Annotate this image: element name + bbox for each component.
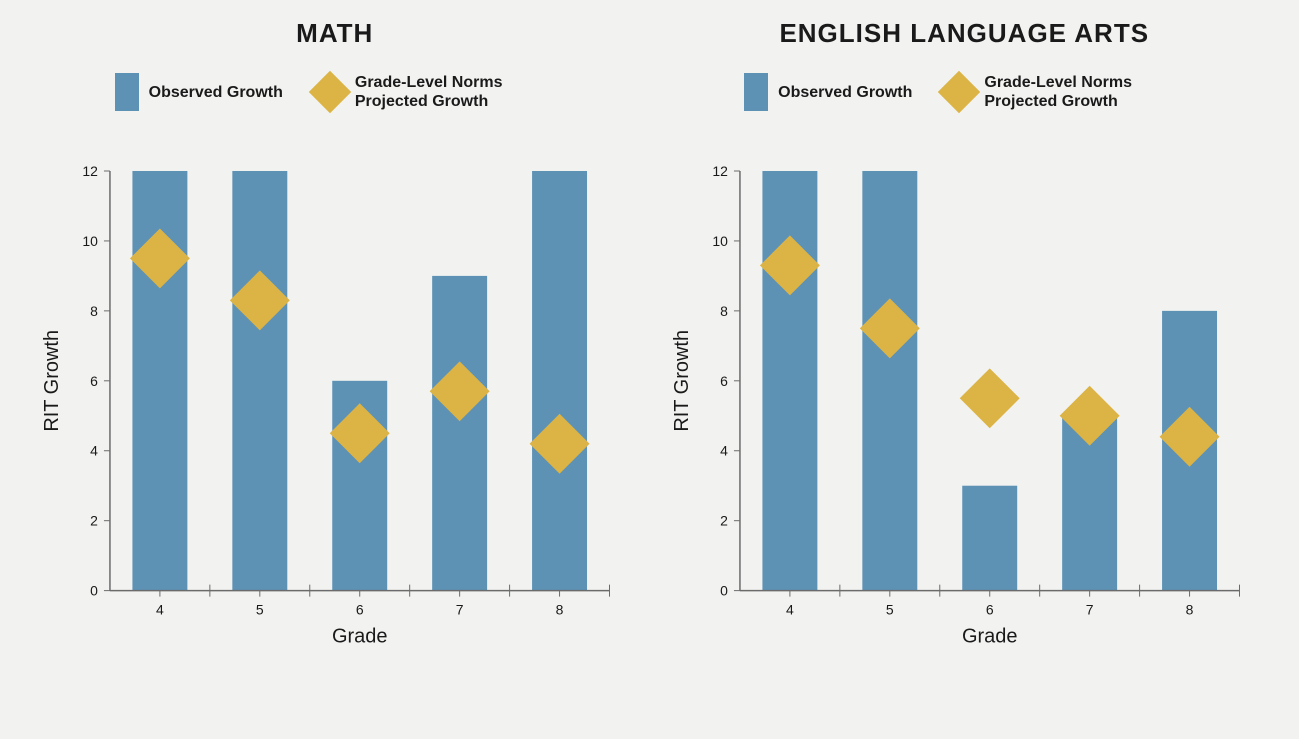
legend-projected: Grade-Level Norms Projected Growth xyxy=(315,73,555,111)
y-tick-label: 2 xyxy=(90,513,98,529)
y-axis-label: RIT Growth xyxy=(670,330,692,432)
x-tick-label: 4 xyxy=(156,602,164,618)
y-axis-label: RIT Growth xyxy=(41,330,63,432)
observed-bar xyxy=(432,276,487,591)
y-tick-label: 8 xyxy=(720,303,728,319)
x-tick-label: 8 xyxy=(556,602,564,618)
legend-math: Observed Growth Grade-Level Norms Projec… xyxy=(115,73,555,111)
legend-observed: Observed Growth xyxy=(744,73,912,111)
panel-math: MATH Observed Growth Grade-Level Norms P… xyxy=(40,10,630,719)
x-tick-label: 5 xyxy=(256,602,264,618)
diamond-swatch-icon xyxy=(938,71,980,113)
x-axis-label: Grade xyxy=(961,626,1017,648)
x-tick-label: 5 xyxy=(885,602,893,618)
chart-ela: 0 2 4 6 8 10 12 4 5 6 7 8 Grade RIT Growth xyxy=(670,161,1260,666)
y-tick-label: 12 xyxy=(82,163,98,179)
y-tick-label: 6 xyxy=(90,373,98,389)
x-tick-label: 7 xyxy=(456,602,464,618)
chart-svg: 0 2 4 6 8 10 12 4 5 6 7 8 Grade RIT Growth xyxy=(40,161,630,661)
legend-projected-label: Grade-Level Norms Projected Growth xyxy=(984,73,1184,111)
y-tick-label: 6 xyxy=(720,373,728,389)
y-tick-label: 2 xyxy=(720,513,728,529)
legend-projected: Grade-Level Norms Projected Growth xyxy=(944,73,1184,111)
x-tick-label: 6 xyxy=(985,602,993,618)
y-tick-label: 10 xyxy=(82,233,98,249)
panel-title-math: MATH xyxy=(296,18,373,49)
legend-observed-label: Observed Growth xyxy=(778,83,912,102)
y-tick-label: 4 xyxy=(90,443,98,459)
observed-bar xyxy=(862,171,917,591)
observed-bar xyxy=(762,171,817,591)
x-tick-label: 6 xyxy=(356,602,364,618)
x-tick-label: 4 xyxy=(786,602,794,618)
y-tick-label: 12 xyxy=(712,163,728,179)
legend-projected-label: Grade-Level Norms Projected Growth xyxy=(355,73,555,111)
charts-page: MATH Observed Growth Grade-Level Norms P… xyxy=(0,0,1299,739)
panel-ela: ENGLISH LANGUAGE ARTS Observed Growth Gr… xyxy=(670,10,1260,719)
y-tick-label: 8 xyxy=(90,303,98,319)
bar-swatch-icon xyxy=(744,73,768,111)
observed-bar xyxy=(532,171,587,591)
x-axis-label: Grade xyxy=(332,626,388,648)
y-tick-label: 10 xyxy=(712,233,728,249)
y-tick-label: 0 xyxy=(90,583,98,599)
y-tick-label: 4 xyxy=(720,443,728,459)
projected-diamond xyxy=(959,369,1019,429)
diamond-swatch-icon xyxy=(309,71,351,113)
legend-observed-label: Observed Growth xyxy=(149,83,283,102)
chart-svg: 0 2 4 6 8 10 12 4 5 6 7 8 Grade RIT Growth xyxy=(670,161,1260,661)
observed-bar xyxy=(232,171,287,591)
legend-ela: Observed Growth Grade-Level Norms Projec… xyxy=(744,73,1184,111)
legend-observed: Observed Growth xyxy=(115,73,283,111)
observed-bar xyxy=(962,486,1017,591)
panel-title-ela: ENGLISH LANGUAGE ARTS xyxy=(779,18,1149,49)
x-tick-label: 8 xyxy=(1185,602,1193,618)
x-tick-label: 7 xyxy=(1085,602,1093,618)
bar-swatch-icon xyxy=(115,73,139,111)
y-tick-label: 0 xyxy=(720,583,728,599)
chart-math: 0 2 4 6 8 10 12 4 5 6 7 8 Grade RIT Growth xyxy=(40,161,630,666)
